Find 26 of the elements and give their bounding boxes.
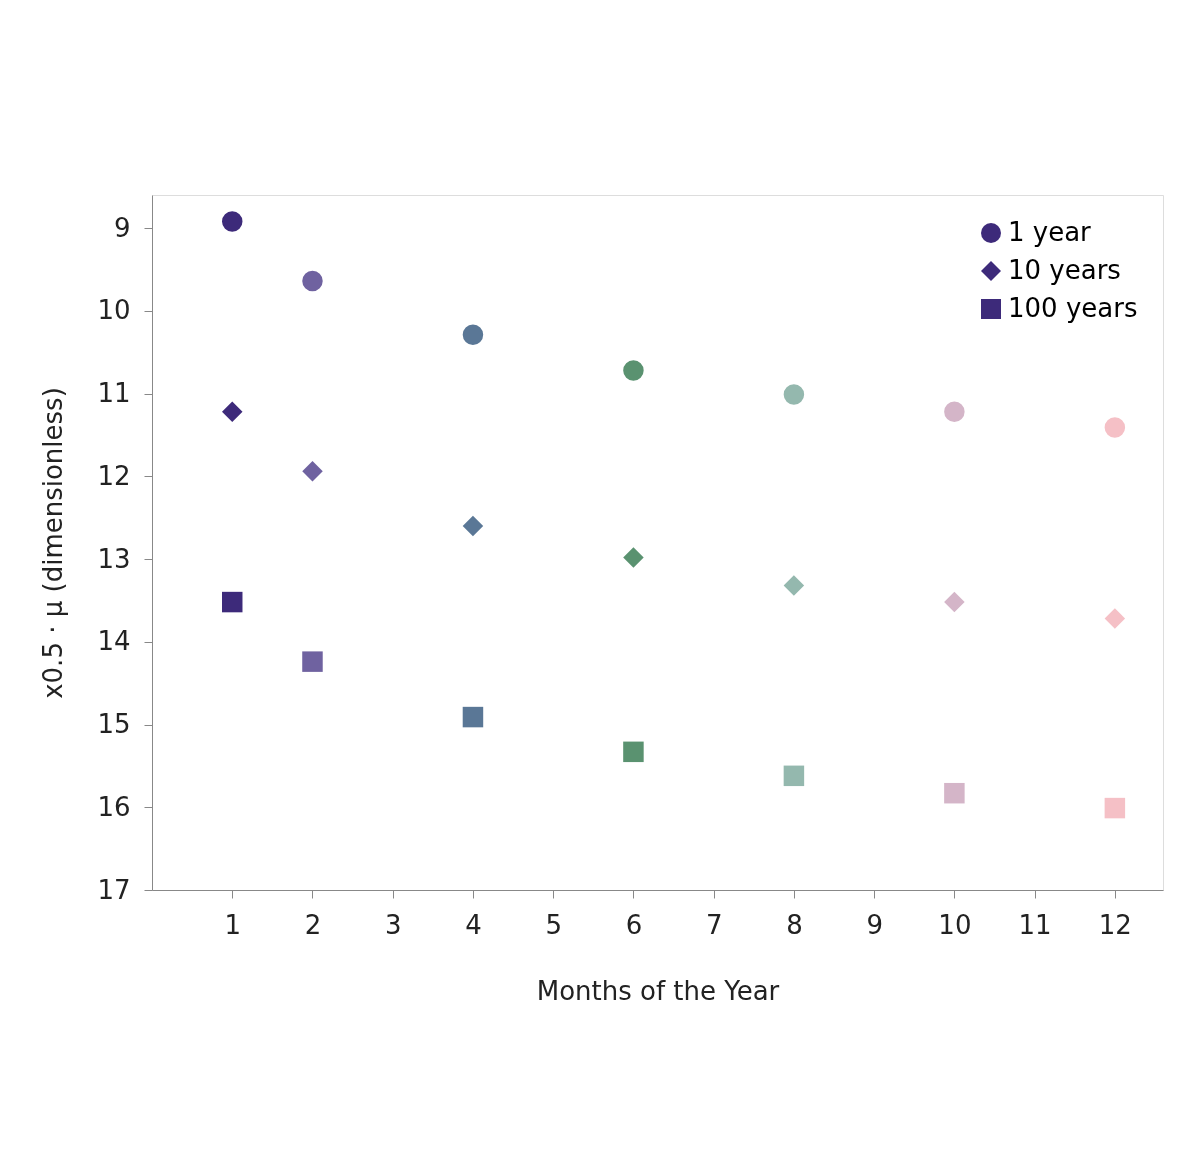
y-tick-label: 9 — [113, 212, 131, 243]
y-tick-label: 14 — [97, 626, 131, 657]
x-tick-label: 1 — [224, 909, 242, 940]
x-tick-label: 12 — [1098, 909, 1132, 940]
x-tick-label: 11 — [1018, 909, 1052, 940]
y-tick-label: 10 — [97, 295, 131, 326]
y-tick-label: 11 — [97, 378, 131, 409]
x-tick-label: 6 — [625, 909, 643, 940]
x-tick-label: 3 — [384, 909, 402, 940]
y-tick-label: 13 — [97, 543, 131, 574]
y-tick-label: 17 — [97, 874, 131, 905]
legend-label: 1 year — [1008, 217, 1092, 247]
x-tick-label: 2 — [304, 909, 322, 940]
y-tick-label: 16 — [97, 791, 131, 822]
y-tick-label: 15 — [97, 709, 131, 740]
x-tick-label: 9 — [866, 909, 883, 940]
y-tick-label: 12 — [97, 460, 131, 491]
legend-label: 10 years — [1008, 255, 1121, 285]
x-tick-label: 7 — [705, 909, 723, 940]
x-tick-label: 8 — [786, 909, 803, 940]
x-tick-label: 4 — [465, 909, 482, 940]
x-axis-title: Months of the Year — [536, 975, 780, 1006]
x-tick-label: 10 — [938, 909, 972, 940]
x-tick-label: 5 — [545, 909, 562, 940]
legend-label: 100 years — [1008, 293, 1138, 323]
y-axis-title: x0.5 · μ (dimensionless) — [38, 387, 69, 699]
